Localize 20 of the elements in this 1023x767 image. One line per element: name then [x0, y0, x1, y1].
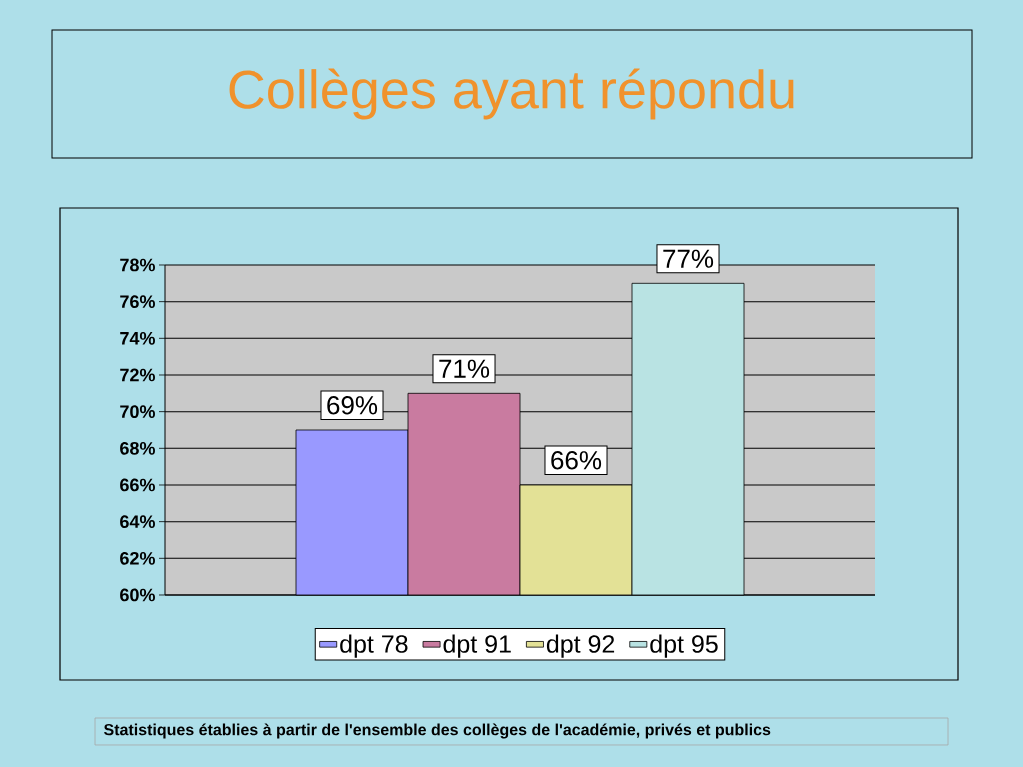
- y-tick-label: 76%: [120, 295, 155, 309]
- data-label: 69%: [327, 396, 378, 415]
- y-tick-label: 70%: [120, 405, 155, 419]
- y-tick-label: 62%: [120, 551, 155, 565]
- text: Statistiques établies à partir de l'ensemble des collèges de l'académie, privés et publics: [103, 723, 771, 739]
- data-label: 71%: [439, 359, 490, 378]
- y-tick-label: 64%: [120, 515, 155, 529]
- y-tick-label: 78%: [120, 258, 155, 272]
- y-tick-label: 60%: [120, 588, 155, 602]
- legend-label: dpt 78: [340, 634, 408, 658]
- data-label: 77%: [663, 249, 714, 268]
- y-tick-label: 68%: [120, 441, 155, 455]
- y-tick-label: 66%: [120, 478, 155, 492]
- chart-title: Collèges ayant répondu: [229, 68, 794, 120]
- legend-label: dpt 92: [546, 634, 615, 658]
- legend-label: dpt 91: [443, 634, 511, 658]
- y-tick-label: 72%: [120, 368, 155, 382]
- data-label: 66%: [551, 451, 602, 470]
- legend-label: dpt 95: [650, 634, 718, 658]
- y-tick-label: 74%: [120, 331, 155, 345]
